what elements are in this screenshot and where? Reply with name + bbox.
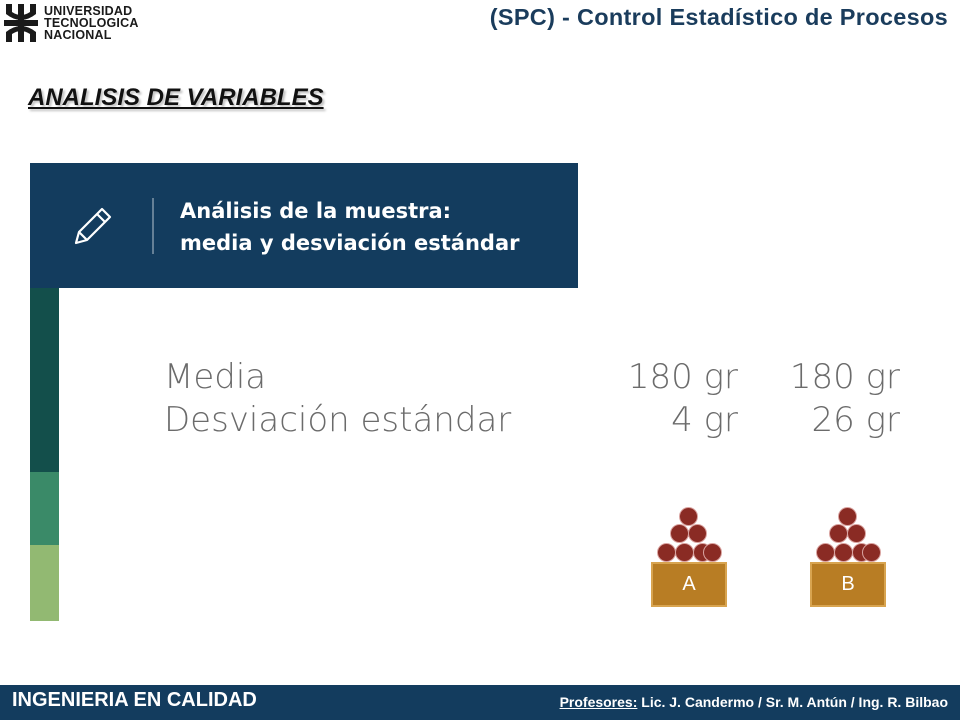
stat-label-media: Media	[164, 357, 267, 397]
logo-line-2: TECNOLOGICA	[44, 16, 139, 30]
professors-names: Lic. J. Candermo / Sr. M. Antún / Ing. R…	[641, 694, 948, 710]
stat-value-media-b: 180 gr	[789, 357, 900, 397]
banner-divider	[152, 198, 154, 254]
fruit-icon	[847, 524, 866, 543]
course-title: (SPC) - Control Estadístico de Procesos	[489, 4, 948, 30]
fruit-icon	[657, 543, 676, 562]
side-bar-light-green	[30, 545, 59, 621]
university-name: UNIVERSIDAD TECNOLOGICA NACIONAL	[44, 4, 139, 42]
fruit-icon	[816, 543, 835, 562]
logo-line-3: NACIONAL	[44, 28, 112, 42]
fruit-icon	[834, 543, 853, 562]
analysis-banner: Análisis de la muestra: media y desviaci…	[30, 163, 578, 288]
professors-label: Profesores:	[559, 694, 638, 710]
logo-line-1: UNIVERSIDAD	[44, 4, 133, 18]
basket-label-b: B	[810, 562, 886, 607]
fruit-icon	[688, 524, 707, 543]
stat-label-desviacion: Desviación estándar	[164, 400, 512, 440]
banner-title-line-2: media y desviación estándar	[180, 231, 520, 255]
side-bar-green	[30, 472, 59, 545]
fruit-icon	[703, 543, 722, 562]
fruit-icon	[670, 524, 689, 543]
stat-value-desviacion-b: 26 gr	[811, 400, 900, 440]
pencil-icon	[74, 207, 112, 245]
fruit-icon	[829, 524, 848, 543]
fruit-icon	[838, 507, 857, 526]
footer-program: INGENIERIA EN CALIDAD	[12, 689, 257, 711]
basket-label-a: A	[651, 562, 727, 607]
footer-bar: INGENIERIA EN CALIDAD Profesores: Lic. J…	[0, 685, 960, 720]
fruit-icon	[679, 507, 698, 526]
stat-value-media-a: 180 gr	[627, 357, 738, 397]
utn-emblem-icon	[4, 4, 38, 42]
fruit-icon	[675, 543, 694, 562]
fruit-icon	[862, 543, 881, 562]
stat-value-desviacion-a: 4 gr	[671, 400, 738, 440]
footer-professors: Profesores: Lic. J. Candermo / Sr. M. An…	[560, 694, 948, 710]
utn-logo: UNIVERSIDAD TECNOLOGICA NACIONAL	[4, 4, 139, 42]
banner-title-line-1: Análisis de la muestra:	[180, 199, 452, 223]
side-bar-dark-teal	[30, 288, 59, 472]
section-title: ANALISIS DE VARIABLES	[28, 84, 324, 111]
